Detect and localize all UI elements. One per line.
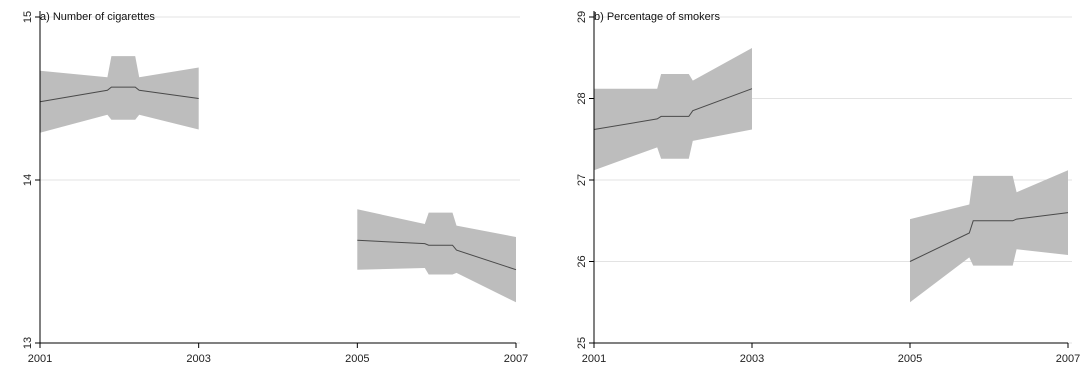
panel-title: a) Number of cigarettes [40, 11, 155, 23]
x-tick-label: 2007 [504, 353, 528, 365]
x-tick-label: 2007 [1056, 353, 1080, 365]
panel-percentage-of-smokers: 25 26 27 28 29 2001 2003 2005 2007 b) Percentage … [576, 11, 1080, 365]
x-tick-label: 2005 [345, 353, 369, 365]
series-line [909, 212, 1069, 262]
y-tick-label: 14 [22, 174, 34, 186]
y-tick-label: 15 [22, 11, 34, 23]
panel-number-of-cigarettes: 13 14 15 2001 2003 2005 2007 a) Number of cigar… [22, 11, 528, 365]
panel-title: b) Percentage of smokers [594, 11, 720, 23]
x-tick-label: 2003 [740, 353, 764, 365]
x-tick-label: 2001 [582, 353, 606, 365]
x-tick-label: 2003 [186, 353, 210, 365]
confidence-band [910, 170, 1068, 303]
x-tick-label: 2005 [898, 353, 922, 365]
confidence-band [594, 48, 752, 171]
y-tick-label: 26 [576, 255, 588, 267]
series-line [593, 88, 753, 130]
y-tick-label: 28 [576, 92, 588, 104]
y-tick-label: 27 [576, 174, 588, 186]
x-tick-label: 2001 [28, 353, 52, 365]
series-line [39, 86, 199, 103]
y-tick-label: 29 [576, 11, 588, 23]
series-line [357, 239, 517, 271]
confidence-band [357, 209, 516, 303]
y-tick-label: 13 [22, 337, 34, 349]
confidence-band [40, 56, 199, 133]
y-tick-label: 25 [576, 337, 588, 349]
